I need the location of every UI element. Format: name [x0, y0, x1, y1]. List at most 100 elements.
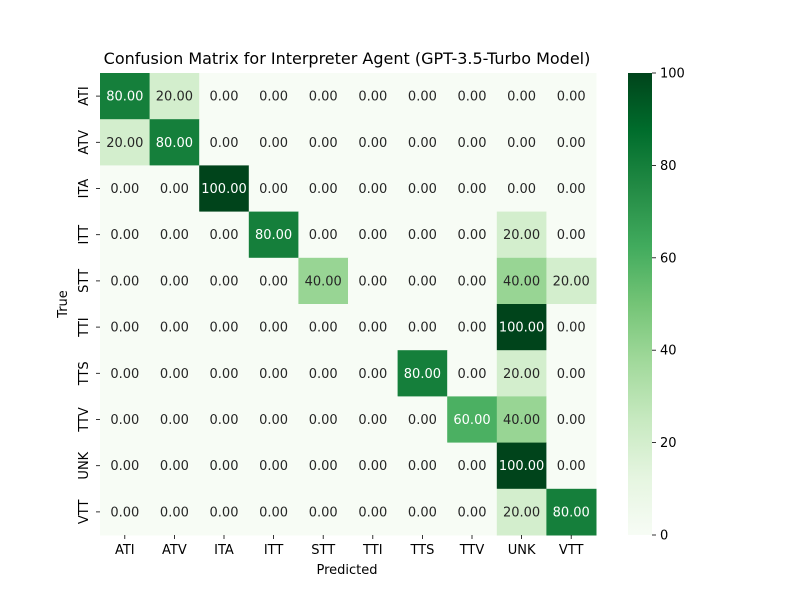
cell-value-label: 0.00	[358, 136, 387, 151]
chart-title: Confusion Matrix for Interpreter Agent (…	[104, 49, 591, 68]
heatmap-cell	[199, 488, 250, 536]
y-tick-label: UNK	[77, 451, 92, 479]
heatmap-cell	[199, 165, 250, 213]
cell-value-label: 0.00	[309, 228, 338, 243]
colorbar-tick-label: 100	[660, 67, 685, 82]
colorbar-tick-label: 60	[660, 251, 677, 266]
heatmap-cell	[397, 442, 448, 490]
cell-value-label: 20.00	[503, 367, 540, 382]
cell-value-label: 0.00	[358, 459, 387, 474]
heatmap-cell	[149, 73, 200, 120]
heatmap-cell	[100, 257, 151, 305]
cell-value-label: 0.00	[210, 228, 239, 243]
heatmap-cell	[199, 73, 250, 120]
cell-value-label: 20.00	[156, 90, 193, 105]
heatmap-cell	[149, 396, 200, 444]
heatmap-cell	[546, 350, 597, 397]
heatmap-cell	[248, 396, 299, 444]
heatmap-cell	[546, 257, 597, 305]
cell-value-label: 0.00	[507, 136, 536, 151]
cell-value-label: 0.00	[259, 136, 288, 151]
heatmap-cell	[348, 396, 399, 444]
heatmap-cell	[397, 73, 448, 120]
heatmap-cell	[100, 396, 151, 444]
cell-value-label: 0.00	[507, 90, 536, 105]
heatmap-cell	[199, 211, 250, 259]
heatmap-cell	[546, 488, 597, 536]
x-tick-label: ITT	[264, 543, 284, 558]
x-tick-label: ATI	[115, 543, 135, 558]
heatmap-cell	[496, 119, 547, 166]
cell-value-label: 0.00	[358, 90, 387, 105]
heatmap-cell	[496, 442, 547, 490]
heatmap-cell	[149, 350, 200, 397]
cell-value-label: 0.00	[210, 90, 239, 105]
heatmap-cell	[298, 350, 349, 397]
heatmap-cell	[298, 304, 349, 351]
heatmap-cell	[496, 73, 547, 120]
heatmap-cell	[199, 350, 250, 397]
heatmap-cell	[149, 304, 200, 351]
heatmap-cell	[248, 211, 299, 259]
cell-value-label: 0.00	[110, 228, 139, 243]
heatmap-cell	[496, 396, 547, 444]
cell-value-label: 100.00	[201, 182, 247, 197]
cell-value-label: 0.00	[110, 505, 139, 520]
cell-value-label: 0.00	[557, 182, 586, 197]
heatmap-cell	[100, 304, 151, 351]
cell-value-label: 0.00	[408, 459, 437, 474]
x-tick-label: TTV	[459, 543, 485, 558]
colorbar-gradient	[628, 73, 652, 535]
cell-value-label: 0.00	[110, 413, 139, 428]
heatmap-cell	[100, 350, 151, 397]
heatmap-cell	[348, 488, 399, 536]
cell-value-label: 40.00	[305, 274, 342, 289]
cell-value-label: 0.00	[408, 90, 437, 105]
heatmap-cell	[348, 73, 399, 120]
x-axis-ticks: ATI ATV ITA ITT STT TTI TTS TTV UNK VTT	[115, 535, 584, 558]
x-axis-label: Predicted	[316, 563, 377, 578]
x-tick-label: VTT	[559, 543, 584, 558]
x-tick-label: TTI	[362, 543, 383, 558]
cell-value-label: 0.00	[309, 505, 338, 520]
heatmap-cell	[100, 73, 151, 120]
y-tick-label: ATI	[77, 86, 92, 106]
cell-value-label: 0.00	[160, 321, 189, 336]
heatmap-cell	[298, 165, 349, 213]
cell-value-label: 100.00	[499, 321, 545, 336]
cell-value-label: 80.00	[404, 367, 441, 382]
heatmap-cell	[248, 257, 299, 305]
heatmap-cell	[496, 257, 547, 305]
cell-value-label: 0.00	[259, 459, 288, 474]
heatmap-cell	[447, 304, 498, 351]
heatmap-cell	[496, 304, 547, 351]
heatmap-cell	[199, 304, 250, 351]
heatmap-cell	[397, 257, 448, 305]
heatmap-cell	[447, 396, 498, 444]
heatmap-cell	[298, 257, 349, 305]
cell-value-label: 0.00	[557, 413, 586, 428]
cell-value-label: 0.00	[358, 321, 387, 336]
colorbar-tick-label: 20	[660, 436, 677, 451]
cell-value-label: 0.00	[259, 90, 288, 105]
cell-value-label: 0.00	[458, 136, 487, 151]
cell-value-label: 0.00	[210, 413, 239, 428]
heatmap-cell	[348, 211, 399, 259]
heatmap-cells: 80.00 20.00 0.00 0.00 0.00 0.00 0.00 0.00 0.00 0.…	[100, 73, 597, 536]
cell-value-label: 0.00	[259, 182, 288, 197]
cell-value-label: 0.00	[557, 228, 586, 243]
cell-value-label: 0.00	[557, 367, 586, 382]
heatmap-cell	[348, 304, 399, 351]
heatmap-cell	[149, 488, 200, 536]
cell-value-label: 0.00	[408, 182, 437, 197]
heatmap-cell	[546, 211, 597, 259]
heatmap-cell	[149, 257, 200, 305]
cell-value-label: 20.00	[106, 136, 143, 151]
colorbar-tick-label: 80	[660, 159, 677, 174]
heatmap-cell	[100, 165, 151, 213]
heatmap-cell	[348, 119, 399, 166]
cell-value-label: 60.00	[453, 413, 490, 428]
cell-value-label: 0.00	[110, 459, 139, 474]
cell-value-label: 0.00	[259, 413, 288, 428]
